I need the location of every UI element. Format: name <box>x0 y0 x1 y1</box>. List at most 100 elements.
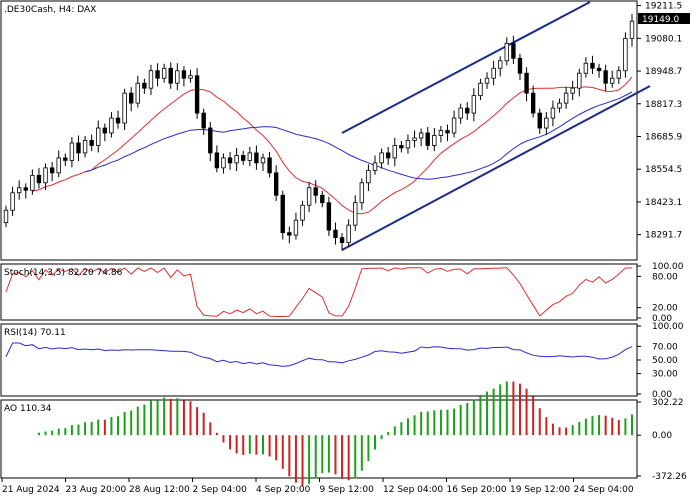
time-axis: 21 Aug 2024 23 Aug 20:00 28 Aug 12:00 2 Sep… <box>1 478 634 495</box>
channel-upper <box>341 1 591 134</box>
bear-candle <box>23 187 28 191</box>
bear-candle <box>267 157 272 174</box>
bull-candle <box>366 169 371 184</box>
bear-candle <box>181 70 187 79</box>
bull-candle <box>234 155 239 164</box>
bull-candle <box>122 92 127 124</box>
bull-candle <box>247 152 253 161</box>
bull-candle <box>221 157 226 169</box>
bull-candle <box>458 107 463 119</box>
bear-candle <box>201 112 206 129</box>
osc-tick-label: 30.00 <box>652 370 678 380</box>
osc-tick-label: -372.26 <box>652 472 687 482</box>
bear-candle <box>194 75 200 114</box>
ma-slow-line <box>84 91 633 180</box>
bull-candle <box>148 70 154 89</box>
bull-candle <box>504 42 509 62</box>
osc-tick-label: 302.22 <box>652 398 684 408</box>
bull-candle <box>432 135 437 146</box>
bull-candle <box>610 77 615 84</box>
bull-candle <box>570 87 575 94</box>
osc-tick-label: 50.00 <box>652 356 678 366</box>
bear-candle <box>339 237 345 243</box>
osc-tick-label: 20.00 <box>652 304 678 314</box>
bear-candle <box>63 157 68 161</box>
bull-candle <box>471 95 477 114</box>
osc-tick-label: 80.00 <box>652 272 678 282</box>
bull-candle <box>577 72 582 89</box>
bull-candle <box>346 224 351 243</box>
bull-candle <box>478 82 483 97</box>
bull-candle <box>16 187 22 194</box>
bull-candle <box>96 127 101 146</box>
bull-candle <box>359 182 365 204</box>
bull-candle <box>379 152 384 164</box>
bull-candle <box>43 167 48 184</box>
bull-candle <box>293 219 299 236</box>
bull-candle <box>30 174 35 191</box>
bear-candle <box>313 187 318 196</box>
bear-candle <box>537 112 542 129</box>
osc-tick-label: 0.00 <box>652 314 672 324</box>
time-tick-label: 2 Sep 04:00 <box>193 485 248 495</box>
osc-tick-label: 0.00 <box>652 431 672 441</box>
bear-candle <box>273 172 279 196</box>
bull-candle <box>583 62 589 74</box>
price-axis: 19211.5 19080.1 18948.7 18817.3 18685.9 18554… <box>637 2 682 241</box>
bull-candle <box>484 77 490 84</box>
bear-candle <box>530 92 536 114</box>
bear-candle <box>214 152 220 169</box>
bear-candle <box>241 155 246 161</box>
price-tick-label: 18817.3 <box>645 100 682 110</box>
time-tick-label: 16 Sep 20:00 <box>447 485 507 495</box>
bear-candle <box>399 145 404 149</box>
bull-candle <box>392 145 397 159</box>
bull-candle <box>3 209 9 224</box>
bear-candle <box>254 152 259 164</box>
osc-tick-label: 100.00 <box>652 262 684 272</box>
bull-candle <box>135 82 140 104</box>
bull-candle <box>550 107 556 119</box>
bear-candle <box>590 62 595 69</box>
bull-candle <box>161 67 167 79</box>
bear-candle <box>115 117 121 124</box>
bear-candle <box>385 152 391 159</box>
bear-candle <box>524 72 529 94</box>
bull-candle <box>498 60 503 69</box>
bull-candle <box>188 75 193 79</box>
bull-candle <box>544 117 549 129</box>
stoch-line <box>5 267 633 317</box>
ao-title: AO 110.34 <box>4 404 52 414</box>
bull-candle <box>629 20 635 39</box>
bull-candle <box>451 117 457 134</box>
bear-candle <box>517 57 523 74</box>
price-tick-label: 19211.5 <box>645 2 682 12</box>
bear-candle <box>603 70 608 84</box>
bear-candle <box>465 107 470 114</box>
rsi-panel: 100.00 70.00 50.00 30.00 0.00 RSI(14) 70.11 <box>0 322 684 400</box>
time-tick-label: 23 Aug 20:00 <box>66 485 127 495</box>
bear-candle <box>320 194 325 204</box>
time-tick-label: 21 Aug 2024 <box>2 485 60 495</box>
bear-candle <box>168 67 173 84</box>
time-tick-label: 4 Sep 20:00 <box>256 485 311 495</box>
bear-candle <box>511 42 516 59</box>
stoch-title: Stoch(14,3,5) 82.20 74.86 <box>4 268 123 278</box>
bull-candle <box>438 130 444 136</box>
bear-candle <box>36 174 42 184</box>
ao-histogram <box>37 381 633 486</box>
price-tick-label: 18948.7 <box>645 67 682 77</box>
time-tick-label: 28 Aug 12:00 <box>129 485 190 495</box>
rsi-axis: 100.00 70.00 50.00 30.00 0.00 <box>637 322 684 400</box>
bear-candle <box>129 92 134 104</box>
bull-candle <box>353 202 358 226</box>
bull-candle <box>10 192 15 211</box>
bull-candle <box>82 140 88 154</box>
bear-candle <box>155 70 160 79</box>
ao-axis: 302.22 0.00 -372.26 <box>637 398 687 482</box>
bull-candle <box>418 132 424 139</box>
ma-fast-line <box>32 76 633 215</box>
bull-candle <box>557 102 562 109</box>
bull-candle <box>300 204 305 221</box>
